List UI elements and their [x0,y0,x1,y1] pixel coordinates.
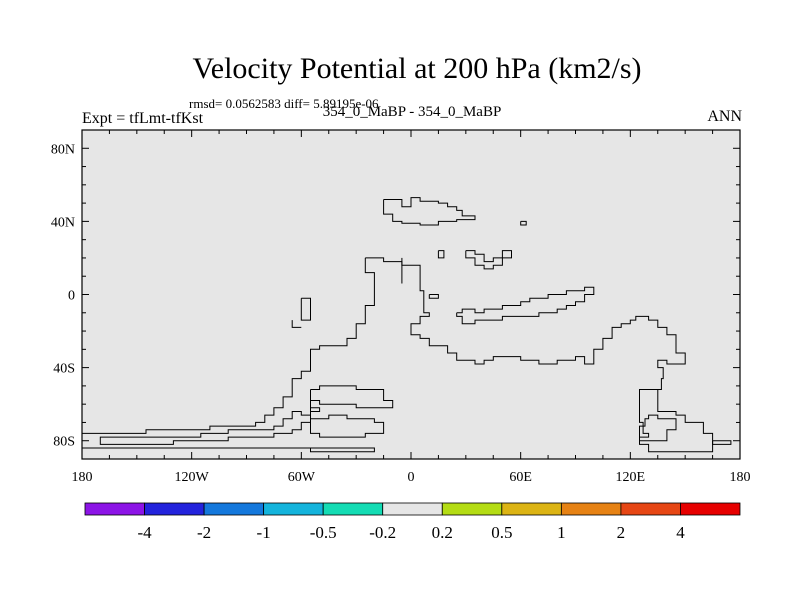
contour-line [82,257,375,434]
season-label: ANN [707,108,742,125]
x-tick-label: 120W [175,470,210,485]
y-tick-label: 80N [51,142,75,157]
colorbar-label: 2 [617,523,626,542]
colorbar-box [680,502,741,516]
colorbar-label: 0.2 [432,523,453,542]
colorbar-label: 4 [676,523,685,542]
contour-line [712,440,732,445]
x-tick-label: 0 [408,470,415,485]
contour-line [465,250,512,270]
colorbar-label: -2 [197,523,211,542]
contour-line [99,385,394,445]
x-tick-label: 120E [616,470,646,485]
colorbar-box [620,502,681,516]
x-tick-label: 60W [288,470,316,485]
contour-line [520,220,527,226]
contour-line [310,414,385,438]
experiment-label: Expt = tfLmt-tfKst [82,110,204,127]
colorbar-label: -1 [257,523,271,542]
colorbar-box [441,502,503,516]
x-tick-label: 60E [509,470,532,485]
contour-line [383,197,476,226]
colorbar-box [382,502,443,516]
colorbar-label: -0.2 [369,523,396,542]
case-label: 354_0_MaBP - 354_0_MaBP [322,104,502,120]
colorbar-label: 1 [557,523,566,542]
colorbar-box [263,502,324,516]
chart-title: Velocity Potential at 200 hPa (km2/s) [192,52,642,85]
axis-ticks: 180 120W 60W 0 60E 120E 180 80N 40N 0 40S 80S [51,129,751,485]
y-tick-label: 80S [53,435,75,450]
y-tick-label: 40S [53,362,75,377]
colorbar-box [501,502,562,516]
colorbar: -4 -2 -1 -0.5 -0.2 0.2 0.5 1 2 4 [84,502,741,542]
colorbar-box [560,502,622,516]
y-tick-label: 40N [51,215,75,230]
colorbar-label: 0.5 [491,523,512,542]
contour-line [300,297,311,321]
plot-area [82,130,740,459]
contour-line [437,250,445,259]
colorbar-box [203,502,265,516]
x-tick-label: 180 [72,470,93,485]
contour-line [82,447,375,453]
colorbar-box [144,502,205,516]
colorbar-label: -0.5 [310,523,337,542]
contour-line [291,320,302,328]
colorbar-box [84,502,145,516]
contour-lines [82,197,732,453]
contour-line [428,294,439,299]
y-tick-label: 0 [68,289,75,304]
contour-line [365,257,714,453]
colorbar-box [322,502,384,516]
stats-label: rmsd= 0.0562583 diff= 5.89195e-06 [189,96,379,111]
colorbar-label: -4 [137,523,152,542]
contour-line [456,286,595,325]
x-tick-label: 180 [730,470,751,485]
